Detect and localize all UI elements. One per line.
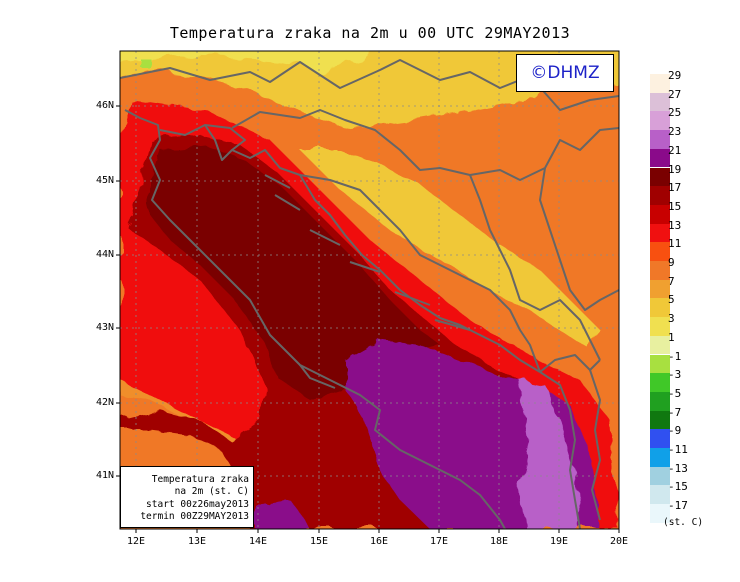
legend-swatch (650, 242, 670, 261)
legend-swatch (650, 504, 670, 523)
lon-label: 15E (309, 536, 329, 547)
field-yellow-dinaric (300, 150, 600, 350)
legend-level-label: 5 (668, 293, 675, 307)
legend-level-label: -3 (668, 368, 682, 382)
islands (264, 174, 471, 331)
legend-swatch (650, 298, 670, 318)
legend-level-label: 29 (668, 69, 682, 82)
legend-swatch (650, 186, 670, 205)
legend-swatch (650, 74, 670, 93)
plot-frame (119, 50, 620, 530)
info-line: na 2m (st. C) (174, 486, 249, 498)
lon-label: 13E (187, 536, 207, 547)
lon-label: 16E (369, 536, 389, 547)
legend-swatch (650, 261, 670, 280)
coastlines-borders (120, 59, 619, 529)
lon-label: 12E (126, 536, 146, 547)
legend-swatch (650, 373, 670, 392)
map-title: Temperatura zraka na 2m u 00 UTC 29MAY20… (169, 24, 571, 42)
field-green-spot (140, 58, 150, 67)
legend-level-label: 1 (668, 330, 675, 344)
legend-level-label: -13 (668, 461, 688, 475)
field-deepred-sea (150, 145, 440, 400)
coastline-albania (539, 371, 581, 529)
legend-level-label: 23 (668, 125, 682, 139)
lon-label: 17E (429, 536, 449, 547)
coastline-gargano (299, 364, 336, 389)
legend-swatch (650, 485, 670, 505)
legend-swatch (650, 92, 670, 112)
lon-label: 19E (549, 536, 569, 547)
lat-label: 46N (95, 100, 114, 111)
legend-swatch (650, 466, 670, 486)
legend-level-label: 11 (668, 237, 682, 251)
legend-swatch (650, 429, 670, 448)
legend-unit: (st. C) (663, 517, 704, 528)
temperature-field (120, 51, 619, 529)
legend-swatch (650, 223, 670, 243)
border-slovenia (231, 109, 619, 181)
legend-swatch (650, 317, 670, 336)
legend-level-label: 25 (668, 106, 682, 120)
lat-label: 41N (95, 470, 114, 481)
lat-label: 42N (95, 397, 114, 408)
dhmz-logo: ©DHMZ (516, 54, 614, 92)
legend-swatch (650, 410, 670, 430)
border-serbia (539, 167, 619, 311)
legend-level-label: 19 (668, 162, 682, 176)
coastline-istria (204, 124, 233, 161)
legend-level-label: 13 (668, 218, 682, 232)
legend-swatch (650, 335, 670, 355)
legend-level-label: 27 (668, 87, 682, 101)
border-montenegro (539, 354, 601, 373)
legend-swatch (650, 148, 670, 168)
lat-label: 45N (95, 175, 114, 186)
lat-label: 43N (95, 322, 114, 333)
legend-swatch (650, 130, 670, 149)
legend-level-label: -1 (668, 349, 682, 363)
border-bih (299, 174, 541, 373)
lat-lon-grid (120, 51, 619, 529)
info-box: Temperatura zraka na 2m (st. C) start 00… (120, 466, 254, 528)
legend-swatch (650, 448, 670, 467)
border-bih-east (469, 174, 601, 361)
coastline-italy (124, 109, 506, 529)
legend-swatch (650, 391, 670, 411)
info-line: termin 00Z29MAY2013 (140, 511, 249, 523)
legend-level-label: 17 (668, 181, 682, 195)
lon-label: 14E (248, 536, 268, 547)
lon-label: 18E (489, 536, 509, 547)
legend-level-label: 9 (668, 256, 675, 269)
info-line: Temperatura zraka (151, 474, 249, 485)
lon-label: 20E (609, 536, 629, 547)
legend-level-label: -9 (668, 424, 682, 438)
legend-swatch (650, 354, 670, 374)
legend-level-label: 3 (668, 312, 675, 326)
legend-level-label: -7 (668, 405, 682, 419)
field-yellow-north (120, 51, 619, 128)
legend-level-label: -15 (668, 480, 688, 494)
lat-label: 44N (95, 249, 114, 260)
info-line: start 00z26may2013 (146, 498, 249, 510)
field-lightpurple (520, 380, 580, 529)
legend-swatch (650, 204, 670, 224)
axis-ticks (116, 105, 620, 533)
field-purple-sw (255, 500, 310, 529)
legend-swatch (650, 111, 670, 131)
legend-level-label: 7 (668, 274, 675, 288)
legend-level-label: 21 (668, 143, 682, 157)
legend-level-label: 15 (668, 199, 682, 213)
border-albania-east (589, 369, 601, 521)
legend-level-label: -11 (668, 443, 688, 456)
legend-swatch (650, 279, 670, 299)
legend-level-label: -5 (668, 386, 682, 400)
legend-swatch (650, 167, 670, 187)
border-north (120, 59, 619, 111)
legend-level-label: -17 (668, 499, 688, 513)
